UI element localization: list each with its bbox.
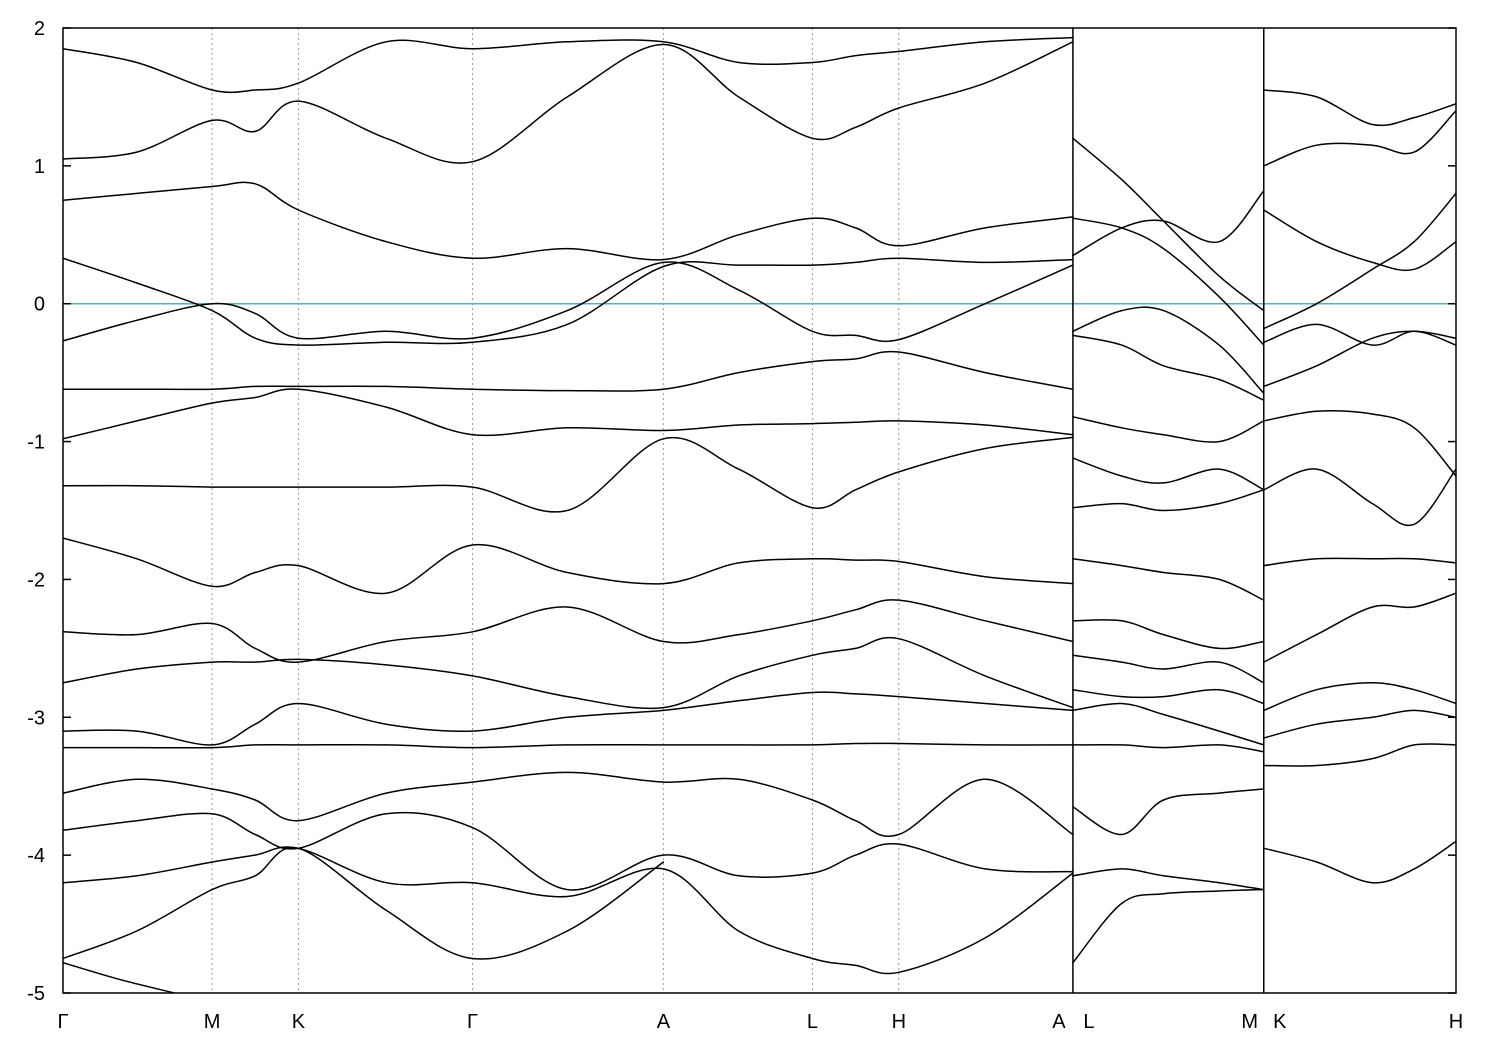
band-line-45 [1263,743,1456,767]
band-line-46 [1263,840,1456,884]
x-tick-label: K [1273,1011,1287,1033]
band-line-47 [1263,89,1456,127]
band-line-15 [63,846,1074,975]
high-symmetry-gridlines [211,28,1265,993]
y-tick-label: -5 [27,983,45,1005]
x-tick-label: Γ [57,1011,68,1033]
y-tick-label: 2 [34,18,45,40]
band-line-14 [63,811,1074,891]
x-tick-label: L [1083,1011,1094,1033]
band-line-44 [1263,709,1456,739]
y-tick-label: -1 [27,432,45,454]
band-line-26 [1072,558,1265,601]
y-axis-ticks: -5 -4 -3 -2 -1 0 1 2 [27,18,1456,1005]
band-line-48 [1263,109,1456,167]
band-line-41 [1263,557,1456,567]
band-line-12 [63,742,1074,749]
x-tick-label: H [1449,1011,1463,1033]
band-line-0 [63,261,1074,343]
band-line-40 [1263,468,1456,527]
band-line-1 [63,257,1074,346]
x-tick-label: L [807,1011,818,1033]
bands-group [63,36,1456,993]
plot-frame [62,27,1457,994]
band-line-39 [1263,410,1456,477]
band-line-9 [63,599,1074,663]
y-tick-label: 1 [34,156,45,178]
band-line-18 [1072,137,1265,312]
band-line-28 [1072,654,1265,684]
band-line-36 [1263,209,1456,272]
band-line-31 [1072,743,1265,753]
band-line-23 [1072,416,1265,443]
band-line-24 [1072,457,1265,491]
band-line-34 [1072,888,1265,964]
band-line-16 [63,846,665,960]
band-line-38 [1263,330,1456,388]
band-line-21 [1072,306,1265,395]
band-line-43 [1263,682,1456,712]
band-line-8 [63,537,1074,595]
band-line-33 [1072,868,1265,891]
x-tick-label: Γ [467,1011,478,1033]
band-line-7 [63,436,1074,513]
band-line-22 [1072,334,1265,401]
band-line-3 [63,41,1074,164]
band-line-2 [63,181,1074,261]
band-line-10 [63,636,1074,710]
x-tick-label: A [1052,1011,1066,1033]
band-line-30 [1072,702,1265,746]
y-tick-label: 0 [34,294,45,316]
y-tick-label: -2 [27,569,45,591]
band-line-35 [1263,192,1456,330]
x-tick-label: M [1241,1011,1258,1033]
band-line-4 [63,36,1074,94]
y-tick-label: -3 [27,707,45,729]
band-line-19 [1072,217,1265,346]
band-line-27 [1072,619,1265,650]
band-line-32 [1072,788,1265,836]
band-line-17 [63,961,176,993]
x-tick-label: M [204,1011,221,1033]
band-line-37 [1263,323,1456,346]
band-line-5 [63,350,1074,392]
discontinuity-group [1072,28,1265,993]
band-line-25 [1072,489,1265,512]
x-tick-label: A [657,1011,671,1033]
band-line-6 [63,388,1074,440]
band-line-11 [63,691,1074,746]
band-line-29 [1072,688,1265,705]
band-line-42 [1263,592,1456,663]
x-tick-label: K [292,1011,306,1033]
y-tick-label: -4 [27,845,45,867]
band-line-20 [1072,189,1265,257]
band-line-13 [63,771,1074,837]
x-tick-label: H [892,1011,906,1033]
